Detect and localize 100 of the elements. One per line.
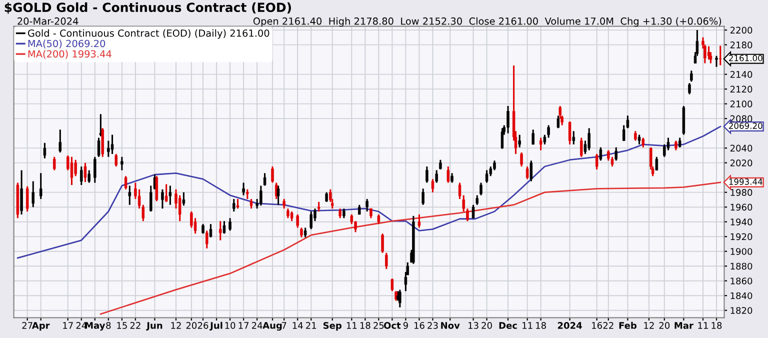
x-tick-label: 24 — [76, 322, 87, 329]
candlestick — [236, 198, 240, 210]
candlestick — [178, 194, 182, 222]
x-tick-label: 12 — [644, 322, 654, 329]
x-tick-label: 17 — [63, 322, 73, 329]
candlestick — [246, 188, 249, 200]
candlestick — [282, 198, 286, 210]
y-tick-label: 2040 — [730, 144, 752, 152]
x-tick-label: 20 — [659, 322, 670, 329]
legend-label: MA(50) 2069.20 — [28, 40, 106, 48]
y-tick-label: 1880 — [730, 262, 752, 270]
x-tick-label: 20 — [482, 322, 492, 329]
candlestick — [296, 214, 299, 228]
x-tick-label: 12 — [171, 322, 181, 329]
candlestick — [718, 44, 722, 66]
candlestick — [539, 136, 542, 152]
y-tick-label: 2140 — [730, 71, 752, 78]
candlestick — [595, 153, 598, 170]
annotation: Open 2161.40 High 2178.80 Low 2152.30 Close 2161.00 Volume 17.0M Chg +1.30 (+0.06%) — [253, 17, 722, 27]
y-tick-label: 1980 — [730, 189, 752, 196]
candlestick — [431, 178, 434, 194]
legend-label: MA(200) 1993.44 — [28, 50, 112, 59]
candlestick — [599, 146, 602, 162]
x-tick-label: 14 — [292, 322, 303, 329]
candlestick — [88, 169, 90, 184]
candlestick — [43, 142, 46, 160]
candlestick — [124, 175, 128, 190]
x-tick-label: Feb — [619, 322, 636, 329]
line-series — [100, 182, 722, 315]
y-tick-label: 2120 — [730, 86, 752, 93]
y-tick-label: 1860 — [730, 278, 752, 284]
candlestick — [398, 288, 402, 308]
candlestick — [276, 184, 280, 206]
x-tick-label: 8 — [106, 322, 111, 329]
candlestick — [206, 230, 208, 250]
y-tick-label: 2200 — [730, 26, 752, 34]
y-tick-label: 1960 — [730, 204, 752, 211]
data-label: 1993.44 — [729, 178, 762, 185]
candlestick — [232, 198, 236, 212]
candlestick — [458, 182, 462, 200]
x-tick-label: May — [85, 322, 106, 331]
candlestick — [155, 175, 158, 202]
candlestick — [366, 198, 368, 212]
x-tick-label: 18 — [536, 322, 546, 329]
candlestick — [20, 169, 23, 216]
candlestick — [526, 166, 529, 180]
y-tick-label: 2180 — [730, 42, 752, 48]
candlestick — [707, 46, 710, 60]
x-tick-label: 22 — [130, 322, 140, 329]
candlestick — [80, 166, 83, 186]
candlestick — [271, 166, 274, 184]
y-tick-label: 2020 — [730, 160, 752, 166]
x-tick-label: 10 — [225, 322, 236, 329]
x-tick-label: 16 — [414, 322, 424, 329]
candlestick — [39, 172, 42, 200]
candlestick — [638, 134, 641, 146]
candlestick — [74, 159, 77, 177]
data-label: 2069.20 — [729, 122, 762, 129]
candlestick — [242, 182, 245, 196]
y-tick-label: 2100 — [730, 100, 752, 108]
x-tick-label: 25 — [374, 322, 384, 329]
candlestick — [182, 192, 186, 206]
candlestick — [678, 136, 682, 148]
candlestick — [70, 156, 74, 186]
candlestick — [418, 214, 421, 228]
candlestick — [580, 136, 583, 158]
candlestick — [626, 114, 630, 129]
candlestick — [219, 220, 222, 242]
candlestick — [690, 70, 693, 82]
candlestick — [642, 136, 645, 148]
x-tick-label: Sep — [323, 322, 342, 331]
candlestick — [500, 127, 504, 150]
candlestick — [358, 204, 361, 216]
x-tick-label: 16 — [592, 322, 602, 329]
candlestick — [32, 180, 34, 208]
x-tick-label: Apr — [32, 322, 50, 331]
candlestick — [290, 210, 294, 222]
y-tick-label: 1820 — [730, 307, 752, 314]
candlestick — [120, 156, 124, 171]
line-series — [16, 126, 722, 259]
candlestick — [547, 124, 550, 139]
x-tick-label: Jun — [146, 322, 162, 331]
candlestick — [390, 278, 394, 292]
x-tick-label: Mar — [674, 322, 694, 329]
chart-subtitle: 20-Mar-2024 — [18, 17, 78, 25]
candlestick — [222, 220, 226, 234]
text: 2161.00 — [729, 54, 762, 62]
candlestick — [202, 223, 204, 234]
candlestick — [715, 55, 718, 68]
y-tick-label: 1940 — [730, 218, 752, 226]
candlestick — [520, 152, 523, 168]
candlestick — [26, 186, 29, 212]
chart-title: $GOLD Gold - Continuous Contract (EOD) — [4, 2, 291, 14]
candlestick — [286, 208, 290, 219]
candlestick — [614, 146, 618, 162]
candlestick — [168, 184, 172, 206]
candlestick — [310, 210, 312, 230]
candlestick — [52, 156, 56, 171]
candlestick — [250, 198, 253, 210]
x-tick-label: 2024 — [558, 322, 582, 329]
